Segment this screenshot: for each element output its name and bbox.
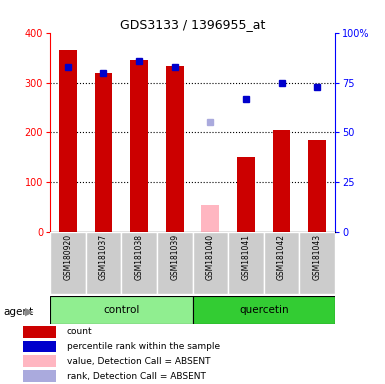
Text: percentile rank within the sample: percentile rank within the sample [67,342,220,351]
Bar [50,232,85,294]
Text: ▶: ▶ [25,307,33,317]
Bar [273,130,290,232]
Text: GSM181040: GSM181040 [206,234,215,280]
Text: control: control [103,305,139,315]
Text: GSM181041: GSM181041 [241,234,250,280]
Bar [23,356,55,367]
Bar [192,296,335,324]
Bar [121,232,157,294]
Text: count: count [67,327,92,336]
Text: GSM181043: GSM181043 [313,234,321,280]
Bar [50,296,192,324]
Bar [237,157,255,232]
Bar [264,232,300,294]
Bar [308,140,326,232]
Bar [59,50,77,232]
Bar [130,60,148,232]
Bar [166,66,184,232]
Bar [23,341,55,353]
Bar [228,232,264,294]
Text: quercetin: quercetin [239,305,288,315]
Bar [85,232,121,294]
Text: agent: agent [4,307,34,317]
Title: GDS3133 / 1396955_at: GDS3133 / 1396955_at [120,18,265,31]
Text: rank, Detection Call = ABSENT: rank, Detection Call = ABSENT [67,372,206,381]
Bar [201,205,219,232]
Bar [192,232,228,294]
Text: GSM181037: GSM181037 [99,234,108,280]
Text: GSM180920: GSM180920 [64,234,72,280]
Bar [95,73,112,232]
Bar [23,326,55,338]
Bar [300,232,335,294]
Text: GSM181039: GSM181039 [170,234,179,280]
Bar [157,232,192,294]
Bar [23,370,55,382]
Text: GSM181042: GSM181042 [277,234,286,280]
Text: value, Detection Call = ABSENT: value, Detection Call = ABSENT [67,357,210,366]
Text: GSM181038: GSM181038 [135,234,144,280]
